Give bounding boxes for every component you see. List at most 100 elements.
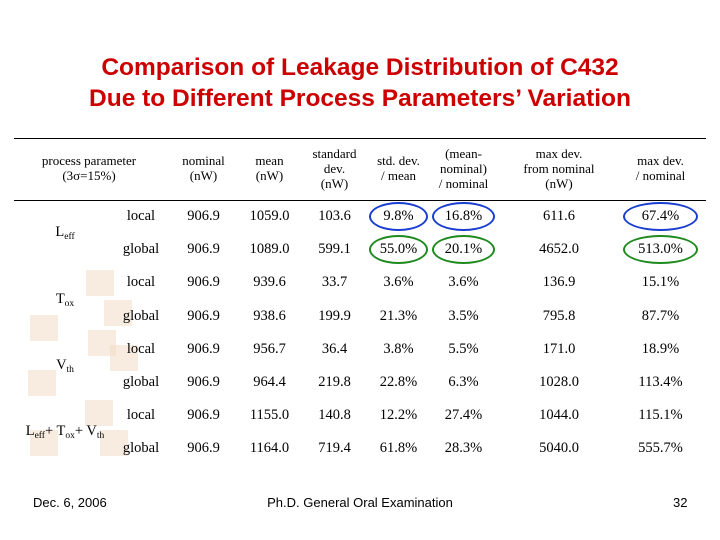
table-cell: 555.7% [638, 440, 683, 457]
table-cell: 3.8% [383, 340, 414, 357]
global-highlight-ring [369, 235, 428, 265]
parameter-label-subscript: th [66, 364, 74, 375]
table-cell: 906.9 [187, 440, 220, 457]
column-header: std. dev. / mean [367, 136, 430, 200]
table-cell: 1028.0 [539, 374, 579, 391]
header-bottom-rule [14, 200, 706, 201]
table-cell: 27.4% [444, 407, 483, 424]
footer-date: Dec. 6, 2006 [33, 495, 107, 510]
column-header-line: (nW) [189, 168, 218, 183]
table-cell: 199.9 [318, 307, 351, 324]
table-cell: 1044.0 [539, 407, 579, 424]
global-highlight-ring [432, 235, 495, 265]
table-cell: 795.8 [542, 307, 576, 324]
variation-kind: local [126, 340, 156, 357]
table-cell: 611.6 [542, 208, 576, 225]
column-header-line: (nW) [320, 175, 349, 191]
table-cell: 906.9 [187, 407, 220, 424]
column-header-line: / nominal [635, 168, 686, 183]
table-top-rule [14, 138, 706, 139]
table-cell: 906.9 [187, 307, 220, 324]
table-cell: 140.8 [318, 407, 351, 424]
column-header-line: max dev. [535, 145, 583, 161]
table-cell: 1059.0 [249, 208, 290, 225]
parameter-label-text: Vth [56, 357, 74, 375]
table-cell: 33.7 [321, 274, 348, 291]
column-header-line: (nW) [545, 175, 573, 191]
column-header: standard dev. (nW) [302, 136, 367, 200]
table-cell: 906.9 [187, 340, 220, 357]
column-header: mean (nW) [237, 136, 302, 200]
corner-header-line-1: process parameter [41, 153, 137, 168]
decoration-tile [28, 370, 56, 396]
table-cell: 956.7 [253, 340, 286, 357]
column-header-line: (mean- [445, 145, 482, 161]
column-header-line: mean [255, 153, 284, 168]
parameter-label-part: + T [44, 423, 66, 440]
parameter-label-subscript: ox [65, 431, 75, 442]
slide-title: Comparison of Leakage Distribution of C4… [0, 52, 720, 114]
decoration-tile [110, 345, 138, 371]
table-cell: 719.4 [318, 440, 351, 457]
column-header-line: nominal) [440, 160, 487, 176]
column-header-line: nominal [182, 153, 225, 168]
variation-kind: local [126, 407, 156, 424]
table-cell: 3.5% [448, 307, 479, 324]
local-highlight-ring [432, 202, 495, 232]
table-cell: 171.0 [542, 340, 576, 357]
variation-kind: global [122, 241, 160, 258]
table-cell: 113.4% [638, 374, 683, 391]
parameter-label-text: Leff+ Tox+ Vth [26, 423, 105, 441]
table-cell: 6.3% [448, 374, 479, 391]
table-cell: 103.6 [318, 208, 351, 225]
table-cell: 1164.0 [249, 440, 290, 457]
parameter-label-part: L [55, 224, 65, 241]
table-cell: 18.9% [641, 340, 680, 357]
table-cell: 939.6 [253, 274, 286, 291]
table-cell: 28.3% [444, 440, 483, 457]
table-cell: 36.4 [321, 340, 348, 357]
column-header-line: dev. [323, 160, 346, 176]
corner-header: process parameter (3σ=15%) [14, 136, 164, 200]
column-header-line: / mean [380, 168, 416, 183]
global-highlight-ring [623, 235, 698, 265]
variation-kind: local [126, 208, 156, 225]
table-cell: 3.6% [448, 274, 479, 291]
column-header-line: (nW) [255, 168, 284, 183]
table-cell: 21.3% [379, 307, 418, 324]
decoration-tile [30, 430, 58, 456]
table-cell: 15.1% [641, 274, 680, 291]
column-header-line: from nominal [523, 160, 595, 176]
column-header: (mean-nominal) / nominal [430, 136, 497, 200]
title-line-1: Comparison of Leakage Distribution of C4… [101, 54, 619, 81]
column-header: max dev. from nominal (nW) [497, 136, 621, 200]
corner-header-line-2: (3σ=15%) [62, 168, 116, 183]
decoration-tile [30, 315, 58, 341]
table-cell: 599.1 [318, 241, 351, 258]
decoration-tile [100, 430, 128, 456]
variation-kind: global [122, 374, 160, 391]
table-cell: 87.7% [641, 307, 680, 324]
table-cell: 61.8% [379, 440, 418, 457]
parameter-label-text: Leff [55, 224, 74, 242]
title-line-2: Due to Different Process Parameters’ Var… [89, 85, 631, 112]
column-header: max dev. / nominal [621, 136, 700, 200]
table-cell: 1155.0 [249, 407, 290, 424]
column-header-line: standard [312, 145, 357, 161]
parameter-label-part: + V [74, 423, 97, 440]
variation-kind: local [126, 274, 156, 291]
table-cell: 115.1% [638, 407, 683, 424]
table-cell: 136.9 [542, 274, 576, 291]
table-cell: 219.8 [318, 374, 351, 391]
parameter-label: Leff [10, 200, 120, 266]
table-cell: 906.9 [187, 374, 220, 391]
parameter-label: Leff+ Tox+ Vth [10, 399, 120, 465]
table-cell: 964.4 [253, 374, 286, 391]
parameter-label-subscript: eff [34, 431, 45, 442]
parameter-label: Vth [10, 333, 120, 399]
footer-title: Ph.D. General Oral Examination [267, 495, 453, 510]
parameter-label: Tox [10, 266, 120, 332]
column-header-line: max dev. [637, 153, 684, 168]
parameter-label-subscript: eff [64, 232, 75, 243]
decoration-tile [85, 400, 113, 426]
